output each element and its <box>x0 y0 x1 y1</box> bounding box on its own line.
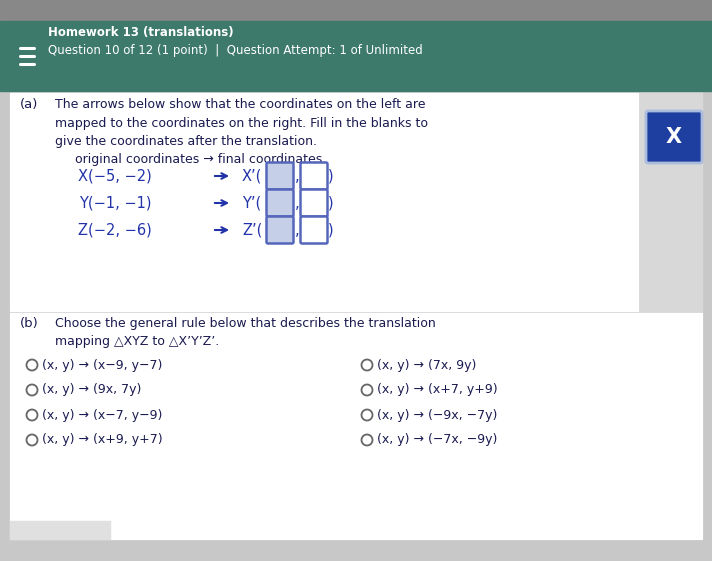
FancyBboxPatch shape <box>646 111 702 163</box>
Text: (x, y) → (x+9, y+7): (x, y) → (x+9, y+7) <box>42 434 162 447</box>
Text: ,: , <box>295 195 300 210</box>
Text: ): ) <box>328 223 334 237</box>
Text: Z(−2, −6): Z(−2, −6) <box>78 223 152 237</box>
Circle shape <box>362 410 372 421</box>
Text: (a): (a) <box>20 98 38 111</box>
Circle shape <box>26 384 38 396</box>
Text: X: X <box>666 127 682 147</box>
Text: ): ) <box>328 168 334 183</box>
Text: (x, y) → (x−9, y−7): (x, y) → (x−9, y−7) <box>42 358 162 371</box>
Circle shape <box>26 360 38 370</box>
Bar <box>10 521 110 539</box>
FancyBboxPatch shape <box>266 163 293 190</box>
Circle shape <box>26 435 38 445</box>
FancyBboxPatch shape <box>300 190 328 217</box>
Bar <box>10 93 638 311</box>
Circle shape <box>362 384 372 396</box>
Text: ,: , <box>295 168 300 183</box>
Text: (x, y) → (x+7, y+9): (x, y) → (x+7, y+9) <box>377 384 498 397</box>
Circle shape <box>26 410 38 421</box>
Text: (x, y) → (x−7, y−9): (x, y) → (x−7, y−9) <box>42 408 162 421</box>
Text: Z’(: Z’( <box>242 223 263 237</box>
Text: (x, y) → (−9x, −7y): (x, y) → (−9x, −7y) <box>377 408 498 421</box>
Text: X’(: X’( <box>242 168 263 183</box>
Text: Homework 13 (translations): Homework 13 (translations) <box>48 26 234 39</box>
FancyBboxPatch shape <box>300 217 328 243</box>
Bar <box>0 0 712 21</box>
Text: Choose the general rule below that describes the translation
mapping △XYZ to △X’: Choose the general rule below that descr… <box>55 317 436 348</box>
Text: The arrows below show that the coordinates on the left are
mapped to the coordin: The arrows below show that the coordinat… <box>55 98 428 148</box>
Bar <box>10 91 702 539</box>
Text: (x, y) → (−7x, −9y): (x, y) → (−7x, −9y) <box>377 434 498 447</box>
Circle shape <box>362 360 372 370</box>
Text: ): ) <box>328 195 334 210</box>
Circle shape <box>362 435 372 445</box>
Text: (b): (b) <box>20 317 38 330</box>
Text: Y’(: Y’( <box>242 195 261 210</box>
FancyBboxPatch shape <box>266 190 293 217</box>
Text: X(−5, −2): X(−5, −2) <box>78 168 152 183</box>
FancyBboxPatch shape <box>300 163 328 190</box>
Text: (x, y) → (9x, 7y): (x, y) → (9x, 7y) <box>42 384 142 397</box>
Bar <box>10 313 702 539</box>
Bar <box>0 21 712 91</box>
Text: (x, y) → (7x, 9y): (x, y) → (7x, 9y) <box>377 358 476 371</box>
Text: Y(−1, −1): Y(−1, −1) <box>79 195 151 210</box>
Text: original coordinates → final coordinates: original coordinates → final coordinates <box>75 153 323 166</box>
Text: ,: , <box>295 223 300 237</box>
FancyBboxPatch shape <box>266 217 293 243</box>
Text: Question 10 of 12 (1 point)  |  Question Attempt: 1 of Unlimited: Question 10 of 12 (1 point) | Question A… <box>48 44 423 57</box>
